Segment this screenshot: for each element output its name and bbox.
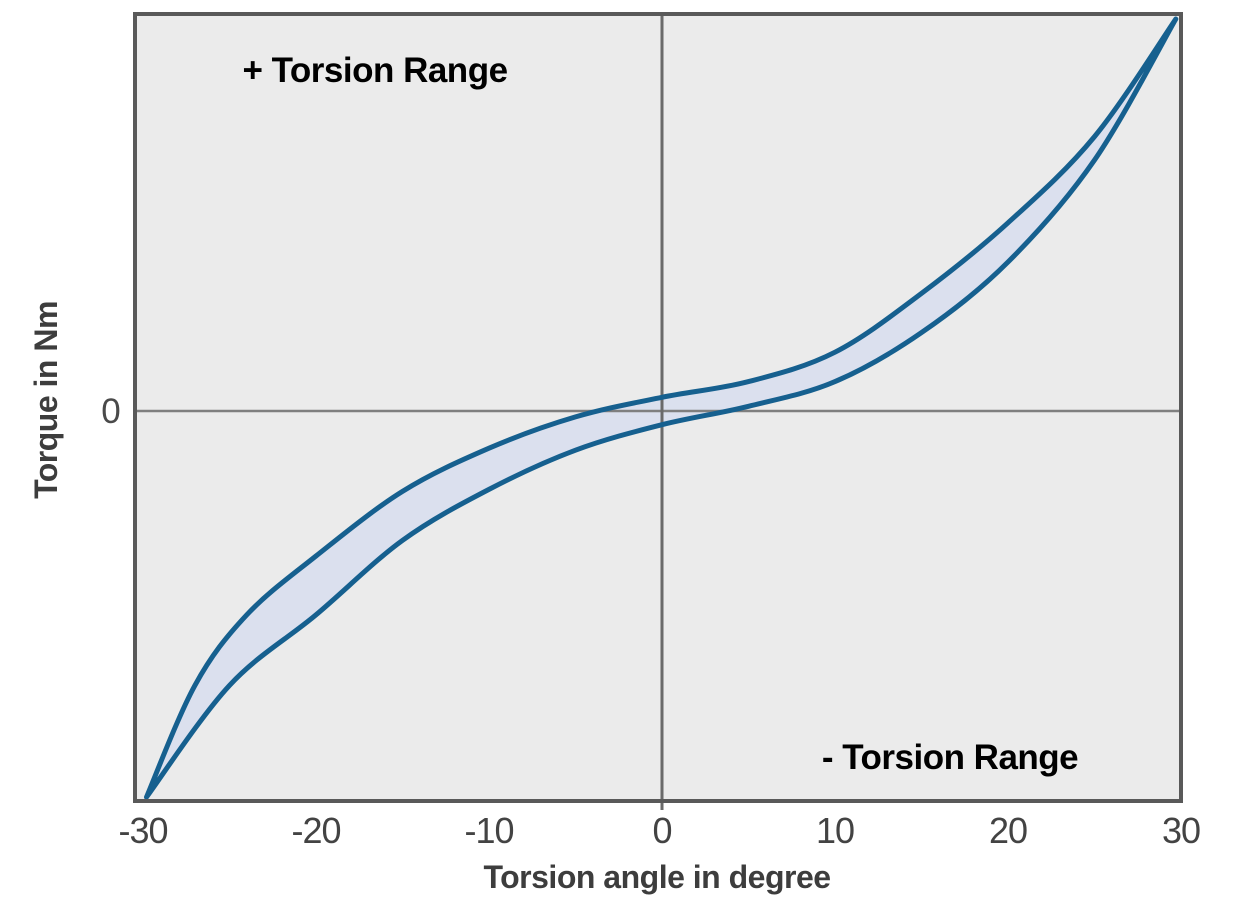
x-axis-title: Torsion angle in degree (483, 859, 830, 895)
x-tick-label: 10 (816, 810, 854, 851)
positive-torsion-range-label: + Torsion Range (242, 51, 507, 90)
x-tick-label: 0 (652, 810, 671, 851)
negative-torsion-range-label: - Torsion Range (822, 738, 1078, 777)
hysteresis-loop-outline (144, 16, 1179, 800)
y-tick-label-zero: 0 (101, 392, 120, 431)
x-tick-label: -20 (291, 810, 340, 851)
plot-frame (133, 12, 1183, 803)
x-tick-label: 30 (1162, 810, 1200, 851)
x-tick-label: 20 (989, 810, 1027, 851)
x-tick-label: -10 (464, 810, 513, 851)
x-tick-label: -30 (118, 810, 167, 851)
x-tick-labels: -30 -20 -10 0 10 20 30 (118, 810, 1201, 851)
y-axis-title: Torque in Nm (28, 301, 64, 499)
